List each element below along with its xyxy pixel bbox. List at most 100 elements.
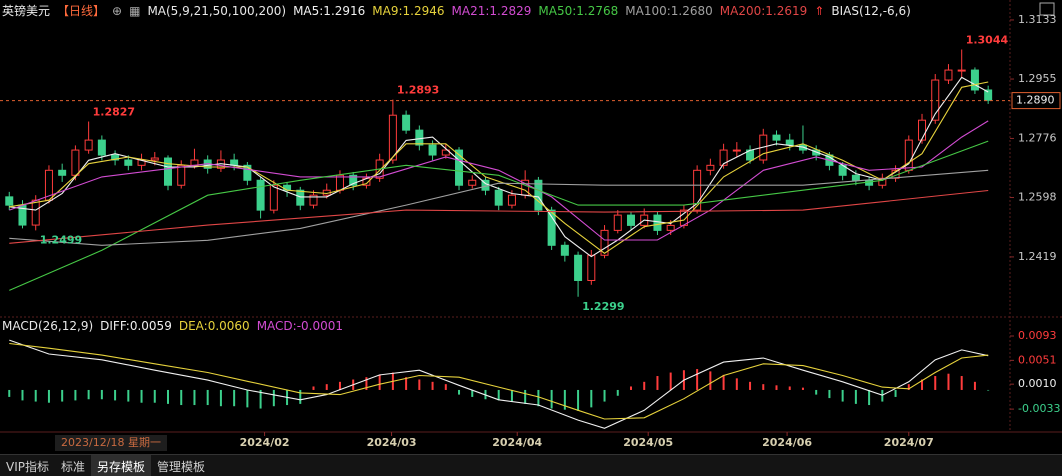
candle-body <box>719 149 728 166</box>
candle-body <box>177 164 186 186</box>
macd-bar <box>34 389 37 402</box>
y-tick-label: 1.2955 <box>1018 72 1057 85</box>
candle-body <box>296 189 305 206</box>
price-header: 英镑美元 【日线】 ⊕ ▦ MA(5,9,21,50,100,200) MA5:… <box>2 2 911 19</box>
macd-bar <box>61 389 64 402</box>
macd-bar <box>762 384 765 390</box>
tab[interactable]: VIP指标 <box>6 460 49 474</box>
x-tick-label: 2024/04 <box>492 436 542 449</box>
macd-bar <box>100 389 103 400</box>
macd-bar <box>775 385 778 390</box>
macd-bar <box>180 389 183 406</box>
candle-body <box>5 196 14 206</box>
candle-body <box>984 89 993 101</box>
candle-body <box>468 179 477 186</box>
y-tick-label: 0.0093 <box>1018 329 1057 342</box>
macd-bar <box>378 374 381 390</box>
candle-body <box>918 119 927 141</box>
macd-bar <box>854 389 857 404</box>
window-button[interactable] <box>1039 2 1055 16</box>
macd-bar <box>828 389 831 399</box>
macd-bar <box>669 372 672 390</box>
x-tick-label: 2024/05 <box>623 436 673 449</box>
macd-bar <box>299 389 302 404</box>
x-tick-label: 2024/02 <box>240 436 290 449</box>
candle-body <box>613 214 622 231</box>
macd-bar <box>749 381 752 390</box>
candle-body <box>335 174 344 191</box>
macd-bar <box>947 373 950 390</box>
macd-bar <box>325 384 328 390</box>
y-tick-label: 1.2776 <box>1018 131 1057 144</box>
template-tabs: VIP指标 标准 另存模板 管理模板 <box>0 454 1062 476</box>
y-tick-label: 1.3133 <box>1018 13 1057 26</box>
candle-body <box>944 69 953 81</box>
macd-bar <box>934 376 937 390</box>
line-series <box>9 169 989 246</box>
cursor-date: 2023/12/18 星期一 <box>61 436 161 449</box>
y-tick-label: 0.0051 <box>1018 353 1057 366</box>
current-price-label: 1.2890 <box>1016 94 1055 107</box>
macd-bar <box>47 389 50 403</box>
candle-body <box>534 179 543 211</box>
macd-bar <box>471 389 474 397</box>
macd-bar <box>74 389 77 401</box>
candle-body <box>388 114 397 161</box>
candle-body <box>507 194 516 206</box>
macd-bar <box>524 389 527 404</box>
high-label: 1.2827 <box>93 106 135 119</box>
macd-bar <box>921 379 924 390</box>
legend-entry: MACD:-0.0001 <box>256 319 344 333</box>
cursor-date-box <box>55 435 167 451</box>
candle-body <box>31 199 40 226</box>
candle-body <box>706 164 715 171</box>
line-series <box>9 120 989 241</box>
legend-entry: MA100:1.2680 <box>625 3 713 18</box>
current-price-box <box>1011 92 1061 110</box>
candle-body <box>693 169 702 211</box>
candle-body <box>441 149 450 156</box>
y-tick-label: 1.2598 <box>1018 191 1057 204</box>
macd-bar <box>907 384 910 390</box>
macd-bar <box>114 389 117 401</box>
macd-bar <box>987 389 990 391</box>
macd-bar <box>140 389 143 403</box>
candle-body <box>243 164 252 181</box>
macd-bar <box>603 389 606 402</box>
candle-body <box>269 184 278 211</box>
y-tick-label: -0.0033 <box>1018 402 1060 415</box>
macd-bar <box>153 389 156 403</box>
macd-bar <box>431 381 434 390</box>
macd-bar <box>616 389 619 396</box>
macd-bar <box>815 389 818 395</box>
candle-body <box>283 184 292 191</box>
macd-bar <box>312 386 315 390</box>
add-icon[interactable]: ⊕ <box>112 3 123 18</box>
candle-body <box>732 149 741 152</box>
macd-bar <box>629 386 632 390</box>
macd-bar <box>87 389 90 400</box>
macd-bar <box>960 376 963 390</box>
tab[interactable]: 管理模板 <box>157 460 206 474</box>
tab[interactable]: 标准 <box>61 460 86 474</box>
legend-entry: MA9:1.2946 <box>372 3 445 18</box>
legend-entry: MA5:1.2916 <box>293 3 366 18</box>
candle-body <box>71 149 80 176</box>
candle-body <box>547 209 556 246</box>
macd-bar <box>127 389 130 402</box>
x-tick-label: 2024/06 <box>762 436 812 449</box>
y-tick-label: 0.0010 <box>1018 377 1057 390</box>
indicator-icon[interactable]: ▦ <box>129 3 141 18</box>
macd-bar <box>788 386 791 390</box>
candle-body <box>164 157 172 186</box>
candle-body <box>494 189 503 206</box>
candle-body <box>150 157 159 161</box>
tab[interactable]: 另存模板 <box>91 455 152 476</box>
macd-bar <box>259 389 262 409</box>
candle-body <box>560 244 569 256</box>
legend-entry: DEA:0.0060 <box>178 319 250 333</box>
candle-body <box>58 169 67 176</box>
period[interactable]: 【日线】 <box>57 4 106 18</box>
legend-entry: MA200:1.2619 <box>719 3 808 18</box>
